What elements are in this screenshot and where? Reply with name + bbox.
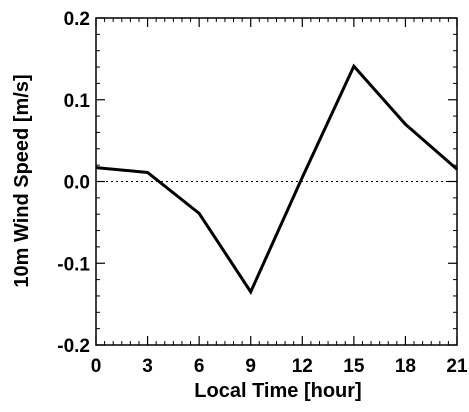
y-tick-label: -0.1	[57, 254, 90, 275]
x-tick-label: 6	[194, 356, 205, 377]
y-axis-title: 10m Wind Speed [m/s]	[11, 74, 33, 287]
x-tick-label: 15	[343, 356, 365, 377]
series-line-0	[96, 66, 457, 292]
x-tick-label: 3	[142, 356, 153, 377]
x-tick-label: 18	[395, 356, 416, 377]
x-tick-label: 9	[245, 356, 256, 377]
y-tick-label: 0.0	[64, 173, 90, 194]
y-tick-label: -0.2	[57, 336, 90, 357]
y-tick-label: 0.2	[64, 9, 90, 30]
x-tick-label: 21	[446, 356, 468, 377]
x-tick-label: 12	[292, 356, 313, 377]
tick-label-layer: 0 3 6 9 12 15 18 21 -0.2 -0.1 0.0 0.1 0.2	[57, 9, 468, 377]
x-axis-title: Local Time [hour]	[194, 380, 361, 402]
series-layer	[96, 66, 457, 292]
y-tick-label: 0.1	[64, 91, 91, 112]
x-tick-label: 0	[91, 356, 102, 377]
